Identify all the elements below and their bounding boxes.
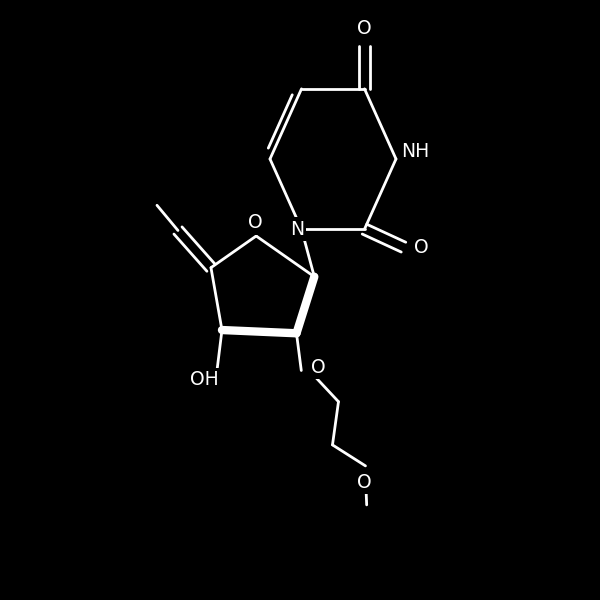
Text: O: O: [311, 358, 325, 377]
Text: OH: OH: [190, 370, 218, 389]
Text: NH: NH: [401, 142, 430, 161]
Text: O: O: [248, 214, 262, 232]
Text: O: O: [357, 473, 371, 492]
Text: N: N: [290, 220, 304, 239]
Text: O: O: [357, 19, 372, 38]
Text: O: O: [414, 238, 429, 257]
